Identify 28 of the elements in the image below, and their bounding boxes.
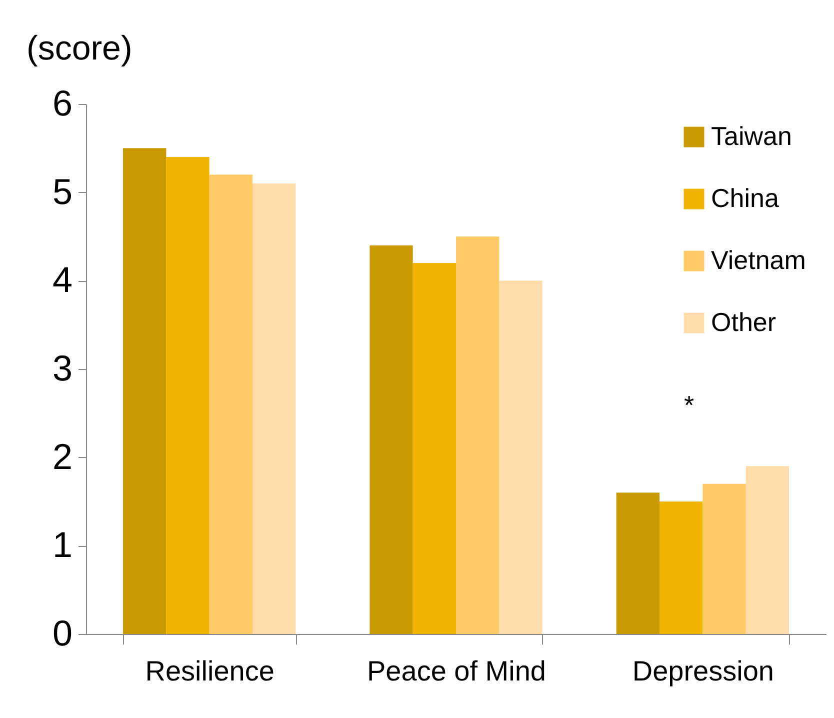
legend-label: Vietnam [711, 245, 806, 275]
bar [252, 184, 296, 634]
bar [746, 466, 789, 634]
bar [412, 263, 456, 634]
y-tick-label: 3 [52, 348, 72, 388]
y-tick-label: 5 [52, 170, 72, 212]
legend-label: Taiwan [711, 121, 792, 151]
y-tick-label: 4 [52, 259, 72, 300]
y-tick-label: 0 [52, 612, 72, 654]
legend-label: China [711, 183, 780, 213]
y-tick-label: 1 [52, 524, 72, 566]
bar [456, 236, 500, 634]
legend-label: Other [711, 307, 776, 337]
x-tick-label: Peace of Mind [367, 656, 546, 686]
y-tick-label: 6 [52, 82, 72, 124]
bar [209, 174, 252, 634]
y-axis-title: (score) [26, 30, 132, 68]
x-tick-label: Depression [632, 656, 774, 686]
bar [660, 502, 703, 634]
bar [123, 148, 166, 634]
bar [499, 280, 542, 634]
bar [166, 157, 210, 634]
bar [370, 245, 413, 634]
bar [702, 484, 746, 634]
annotation: * [684, 390, 694, 420]
bar [616, 492, 660, 634]
x-tick-label: Resilience [145, 656, 274, 686]
y-tick-label: 2 [52, 436, 72, 477]
